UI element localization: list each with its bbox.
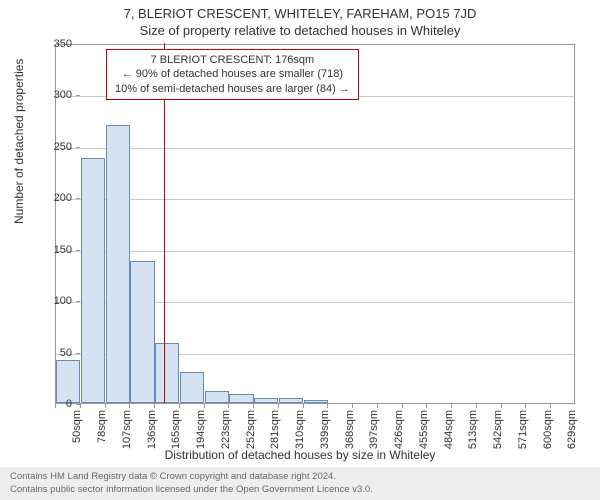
histogram-bar [81,158,105,403]
y-axis-label: Number of detached properties [12,59,26,224]
y-tick-label: 200 [54,192,72,204]
histogram-bar [304,400,328,403]
x-tick-label: 165sqm [170,410,182,449]
x-tick-label: 223sqm [220,410,232,449]
x-tick [402,404,403,408]
footer-line-1: Contains HM Land Registry data © Crown c… [10,471,590,483]
x-tick-label: 310sqm [294,410,306,449]
x-tick [327,404,328,408]
histogram-bar [205,391,229,403]
histogram-bar [180,372,204,403]
x-tick [501,404,502,408]
x-tick-label: 368sqm [344,410,356,449]
x-tick [303,404,304,408]
x-tick-label: 397sqm [369,410,381,449]
grid-line [56,251,574,252]
histogram-bar [130,261,154,403]
footer-attribution: Contains HM Land Registry data © Crown c… [0,467,600,500]
x-tick-label: 571sqm [517,410,529,449]
y-tick-label: 50 [60,347,72,359]
annotation-line-2: ← 90% of detached houses are smaller (71… [115,67,350,81]
y-tick-label: 350 [54,38,72,50]
x-tick-label: 281sqm [269,410,281,449]
x-tick [204,404,205,408]
histogram-bar [106,125,130,403]
grid-line [56,199,574,200]
y-tick [76,301,80,302]
annotation-line-3: 10% of semi-detached houses are larger (… [115,82,350,96]
y-tick-label: 0 [66,398,72,410]
y-tick [76,250,80,251]
x-tick [550,404,551,408]
histogram-bar [229,394,253,403]
x-tick-label: 136sqm [146,410,158,449]
chart-title-main: 7, BLERIOT CRESCENT, WHITELEY, FAREHAM, … [0,0,600,21]
x-tick [278,404,279,408]
histogram-bar [279,398,303,403]
chart-container: 7 BLERIOT CRESCENT: 176sqm ← 90% of deta… [55,44,575,404]
x-tick-label: 194sqm [195,410,207,449]
annotation-box: 7 BLERIOT CRESCENT: 176sqm ← 90% of deta… [106,49,359,100]
footer-line-2: Contains public sector information licen… [10,484,590,496]
chart-title-sub: Size of property relative to detached ho… [0,21,600,42]
y-tick-label: 300 [54,89,72,101]
x-tick [352,404,353,408]
x-tick-label: 629sqm [567,410,579,449]
x-axis-label: Distribution of detached houses by size … [0,448,600,462]
histogram-bar [254,398,278,403]
x-tick [129,404,130,408]
x-tick-label: 600sqm [542,410,554,449]
x-tick-label: 513sqm [468,410,480,449]
x-tick [426,404,427,408]
y-tick [76,198,80,199]
x-tick-label: 50sqm [71,410,83,443]
x-tick-label: 426sqm [393,410,405,449]
x-tick [80,404,81,408]
x-tick [55,404,56,408]
x-tick [179,404,180,408]
histogram-bar [56,360,80,403]
y-tick-label: 250 [54,141,72,153]
x-tick-label: 542sqm [492,410,504,449]
y-tick [76,147,80,148]
histogram-bar [155,343,179,403]
y-tick [76,44,80,45]
x-tick-label: 484sqm [443,410,455,449]
y-tick-label: 150 [54,244,72,256]
x-tick [154,404,155,408]
y-tick [76,353,80,354]
x-tick-label: 252sqm [245,410,257,449]
x-tick [525,404,526,408]
x-tick [451,404,452,408]
x-tick-label: 107sqm [121,410,133,449]
annotation-line-1: 7 BLERIOT CRESCENT: 176sqm [115,53,350,67]
x-tick-label: 455sqm [418,410,430,449]
x-tick [476,404,477,408]
x-tick [105,404,106,408]
x-tick [253,404,254,408]
y-tick [76,95,80,96]
x-tick [377,404,378,408]
grid-line [56,148,574,149]
y-tick-label: 100 [54,295,72,307]
plot-area: 7 BLERIOT CRESCENT: 176sqm ← 90% of deta… [55,44,575,404]
x-tick-label: 78sqm [96,410,108,443]
x-tick-label: 339sqm [319,410,331,449]
x-tick [228,404,229,408]
